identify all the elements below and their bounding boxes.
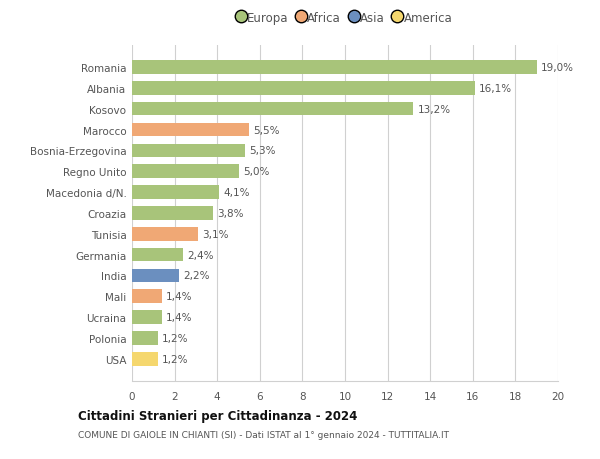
Text: 3,8%: 3,8% <box>217 208 244 218</box>
Text: 4,1%: 4,1% <box>224 188 250 198</box>
Bar <box>132 186 220 199</box>
Text: 13,2%: 13,2% <box>418 105 451 114</box>
Bar <box>132 352 158 366</box>
Text: 1,4%: 1,4% <box>166 291 193 302</box>
Bar <box>132 228 198 241</box>
Bar <box>132 144 245 158</box>
Text: 2,2%: 2,2% <box>183 271 209 281</box>
Bar <box>132 165 239 179</box>
Text: COMUNE DI GAIOLE IN CHIANTI (SI) - Dati ISTAT al 1° gennaio 2024 - TUTTITALIA.IT: COMUNE DI GAIOLE IN CHIANTI (SI) - Dati … <box>78 430 449 439</box>
Text: 1,2%: 1,2% <box>162 354 188 364</box>
Text: 16,1%: 16,1% <box>479 84 512 94</box>
Bar <box>132 331 158 345</box>
Text: 5,5%: 5,5% <box>253 125 280 135</box>
Text: 1,2%: 1,2% <box>162 333 188 343</box>
Bar <box>132 290 162 303</box>
Bar <box>132 103 413 116</box>
Bar <box>132 311 162 324</box>
Bar <box>132 207 213 220</box>
Text: 1,4%: 1,4% <box>166 313 193 322</box>
Bar <box>132 269 179 283</box>
Bar <box>132 248 183 262</box>
Text: 5,0%: 5,0% <box>243 167 269 177</box>
Bar <box>132 123 249 137</box>
Bar <box>132 82 475 95</box>
Bar <box>132 61 537 75</box>
Text: 3,1%: 3,1% <box>202 229 229 239</box>
Legend: Europa, Africa, Asia, America: Europa, Africa, Asia, America <box>238 11 452 24</box>
Text: 19,0%: 19,0% <box>541 63 574 73</box>
Text: 5,3%: 5,3% <box>249 146 275 156</box>
Text: 2,4%: 2,4% <box>187 250 214 260</box>
Text: Cittadini Stranieri per Cittadinanza - 2024: Cittadini Stranieri per Cittadinanza - 2… <box>78 409 358 422</box>
